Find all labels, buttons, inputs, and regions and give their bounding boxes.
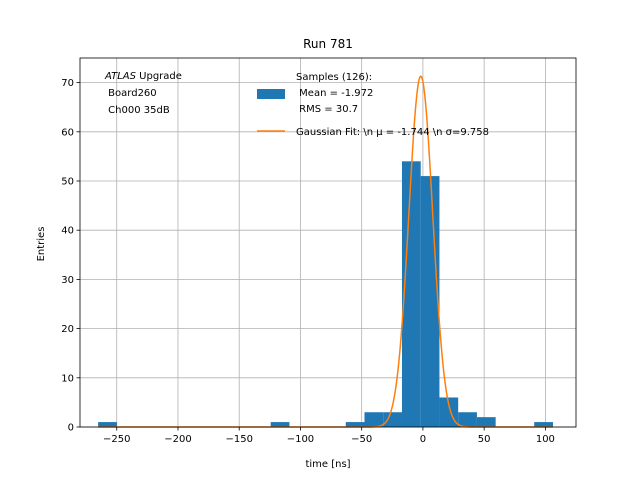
histogram-bars	[98, 161, 553, 427]
annotation-upgrade: Upgrade	[136, 71, 182, 82]
y-tick-label: 40	[61, 226, 74, 237]
x-tick-label: −100	[287, 434, 314, 445]
annotation-line-3: Ch000 35dB	[105, 105, 170, 116]
x-tick-label: −150	[225, 434, 252, 445]
legend: Samples (126): Mean = -1.972 RMS = 30.7 …	[257, 72, 489, 138]
x-tick-label: 100	[536, 434, 555, 445]
y-tick-label: 50	[61, 177, 74, 188]
y-tick-label: 10	[61, 373, 74, 384]
y-tick-label: 70	[61, 78, 74, 89]
histogram-bar	[476, 417, 496, 427]
atlas-annotation: ATLAS Upgrade Board260 Ch000 35dB	[104, 71, 182, 116]
histogram-bar	[401, 161, 421, 427]
histogram-bar	[98, 422, 117, 427]
y-tick-label: 0	[68, 423, 74, 434]
histogram-bar	[383, 412, 402, 427]
axes-frame	[79, 57, 577, 428]
histogram-bar	[364, 412, 384, 427]
annotation-atlas: ATLAS	[104, 71, 137, 82]
x-tick-label: −200	[164, 434, 191, 445]
y-tick-label: 20	[61, 324, 74, 335]
legend-histogram-label-3: RMS = 30.7	[296, 104, 358, 115]
x-tick-label: 50	[478, 434, 491, 445]
legend-fit-label: Gaussian Fit: \n μ = -1.744 \n σ=9.758	[296, 127, 489, 138]
x-tick-label: 0	[420, 434, 426, 445]
annotation-line-1: ATLAS Upgrade	[104, 71, 182, 82]
chart-title: Run 781	[303, 37, 353, 51]
x-tick-label: −50	[351, 434, 372, 445]
histogram-bar	[420, 176, 440, 427]
y-tick-label: 30	[61, 275, 74, 286]
histogram-bar	[458, 412, 477, 427]
y-axis-label: Entries	[36, 227, 47, 262]
histogram-bar	[534, 422, 553, 427]
legend-histogram-patch	[257, 89, 285, 99]
y-axis-ticks: 0 10 20 30 40 50 60 70	[61, 78, 80, 434]
histogram-bar	[345, 422, 365, 427]
x-axis-label: time [ns]	[305, 459, 350, 470]
legend-histogram-label-1: Samples (126):	[296, 72, 372, 83]
annotation-line-2: Board260	[105, 88, 157, 99]
x-axis-ticks: −250 −200 −150 −100 −50 0 50 100	[103, 427, 555, 445]
legend-histogram-label-2: Mean = -1.972	[296, 88, 373, 99]
y-tick-label: 60	[61, 127, 74, 138]
x-tick-label: −250	[103, 434, 130, 445]
histogram-bar	[270, 422, 290, 427]
